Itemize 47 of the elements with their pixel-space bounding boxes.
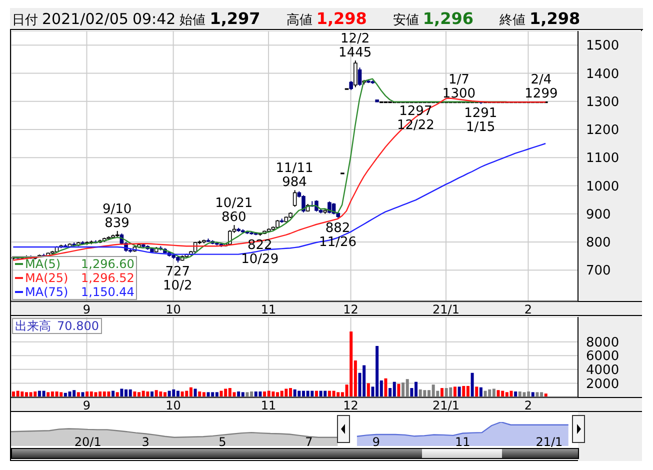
y-tick-label: 1100: [586, 151, 620, 166]
annotation: 11/11 984: [276, 161, 314, 190]
annotation: 822 10/29: [241, 238, 279, 267]
y-tick-label: 800: [586, 236, 611, 251]
y-tick-label: 1300: [586, 94, 620, 110]
x-tick-label: 21/1: [432, 398, 460, 413]
x-tick-label: 21/1: [432, 302, 460, 317]
x-tick-label: 9: [82, 302, 91, 317]
x-tick-label: 11: [260, 398, 276, 413]
legend-label: MA(75) 1,150.44: [25, 285, 134, 299]
text: 出来高 70.800: [15, 319, 99, 333]
x-tick-label: 2: [524, 302, 532, 317]
y-tick-label: 1200: [586, 123, 620, 138]
annotation: 2/4 1299: [524, 72, 558, 102]
annotation: 1291 1/15: [464, 106, 498, 135]
annotation: 10/21 860: [215, 196, 253, 226]
x-tick-label: 3: [142, 435, 150, 449]
y-tick-label: 2000: [586, 376, 620, 392]
y-tick-label: 900: [586, 207, 611, 222]
x-tick-label: 2: [524, 398, 532, 413]
annotation: 12/2 1445: [338, 32, 372, 61]
annotation: 727 10/2: [163, 264, 192, 294]
x-tick-label: 12: [343, 302, 358, 317]
y-tick-label: 8000: [586, 335, 620, 350]
chart-title: 日付 2021/02/05 09:42 始値 1,297 高値 1,298 安値 1,296 終値 1,298: [12, 9, 580, 28]
annotation: 1/7 1300: [442, 72, 476, 102]
x-tick-label: 5: [218, 435, 226, 449]
x-tick-label: 9: [82, 398, 91, 413]
text: MA(5) 1,296.60: [25, 257, 134, 271]
x-tick-label: 11: [455, 435, 470, 449]
x-tick-label: 10: [166, 302, 181, 317]
y-tick-label: 1000: [586, 179, 620, 194]
y-tick-label: 6000: [586, 349, 620, 364]
y-tick-label: 1500: [586, 38, 620, 54]
annotation: 882 11/26: [319, 220, 357, 250]
legend-label: MA(25) 1,296.52: [25, 271, 134, 285]
x-tick-label: 21/1: [536, 435, 563, 449]
y-tick-label: 700: [586, 264, 611, 279]
y-tick-label: 1400: [586, 66, 620, 82]
x-tick-label: 7: [305, 435, 313, 449]
x-tick-label: 20/1: [74, 435, 102, 449]
annotation: 9/10 839: [102, 202, 132, 231]
x-tick-label: 10: [166, 398, 181, 413]
x-tick-label: 9: [372, 435, 380, 449]
y-tick-label: 4000: [586, 363, 620, 378]
x-tick-label: 11: [260, 302, 276, 317]
x-tick-label: 12: [343, 398, 358, 413]
